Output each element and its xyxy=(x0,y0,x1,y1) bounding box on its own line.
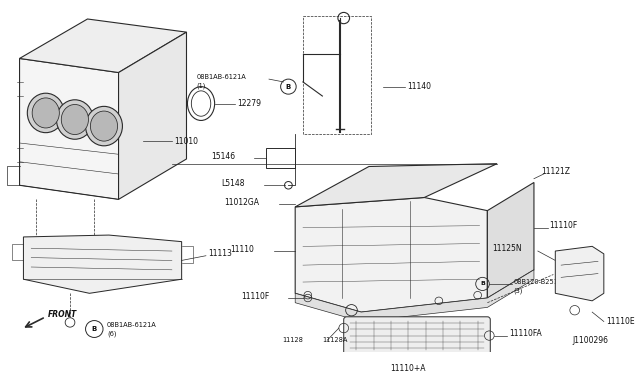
Text: 08B1AB-6121A: 08B1AB-6121A xyxy=(107,322,157,328)
Text: 11110FA: 11110FA xyxy=(509,329,541,338)
Polygon shape xyxy=(20,58,118,199)
Ellipse shape xyxy=(56,100,93,139)
Text: 11128: 11128 xyxy=(282,337,303,343)
Polygon shape xyxy=(118,32,186,199)
Text: 11010: 11010 xyxy=(174,137,198,145)
Text: 15146: 15146 xyxy=(211,152,235,161)
Polygon shape xyxy=(20,19,186,73)
Text: 11110E: 11110E xyxy=(606,317,634,326)
Text: 11110F: 11110F xyxy=(241,292,269,301)
Polygon shape xyxy=(556,246,604,301)
Ellipse shape xyxy=(28,93,64,133)
Text: 11128A: 11128A xyxy=(323,337,348,343)
Ellipse shape xyxy=(32,98,60,128)
Text: 11140: 11140 xyxy=(407,82,431,91)
Polygon shape xyxy=(295,164,497,207)
Text: B: B xyxy=(286,84,291,90)
FancyBboxPatch shape xyxy=(344,317,490,355)
Polygon shape xyxy=(488,182,534,298)
Text: 11110+A: 11110+A xyxy=(390,364,426,372)
Text: 11113: 11113 xyxy=(208,249,232,259)
Text: B: B xyxy=(480,281,485,286)
Text: 11110F: 11110F xyxy=(550,221,578,230)
Text: 11121Z: 11121Z xyxy=(541,167,570,176)
Text: J1100296: J1100296 xyxy=(573,336,609,345)
Text: 08B120-B251E: 08B120-B251E xyxy=(513,279,563,285)
Text: 11110: 11110 xyxy=(230,245,255,254)
Text: 11012GA: 11012GA xyxy=(224,198,259,207)
Polygon shape xyxy=(295,198,488,312)
Ellipse shape xyxy=(90,111,118,141)
Text: (3): (3) xyxy=(513,287,523,294)
Text: 08B1AB-6121A: 08B1AB-6121A xyxy=(196,74,246,80)
Text: B: B xyxy=(92,326,97,332)
Text: L5148: L5148 xyxy=(221,179,244,188)
Text: FRONT: FRONT xyxy=(48,310,77,320)
Polygon shape xyxy=(295,270,534,321)
Text: 12279: 12279 xyxy=(237,99,261,108)
Ellipse shape xyxy=(86,106,122,146)
Text: (1): (1) xyxy=(196,83,205,89)
Ellipse shape xyxy=(61,105,88,135)
Text: (6): (6) xyxy=(107,330,116,337)
Text: 11125N: 11125N xyxy=(492,244,522,253)
Polygon shape xyxy=(24,235,182,293)
